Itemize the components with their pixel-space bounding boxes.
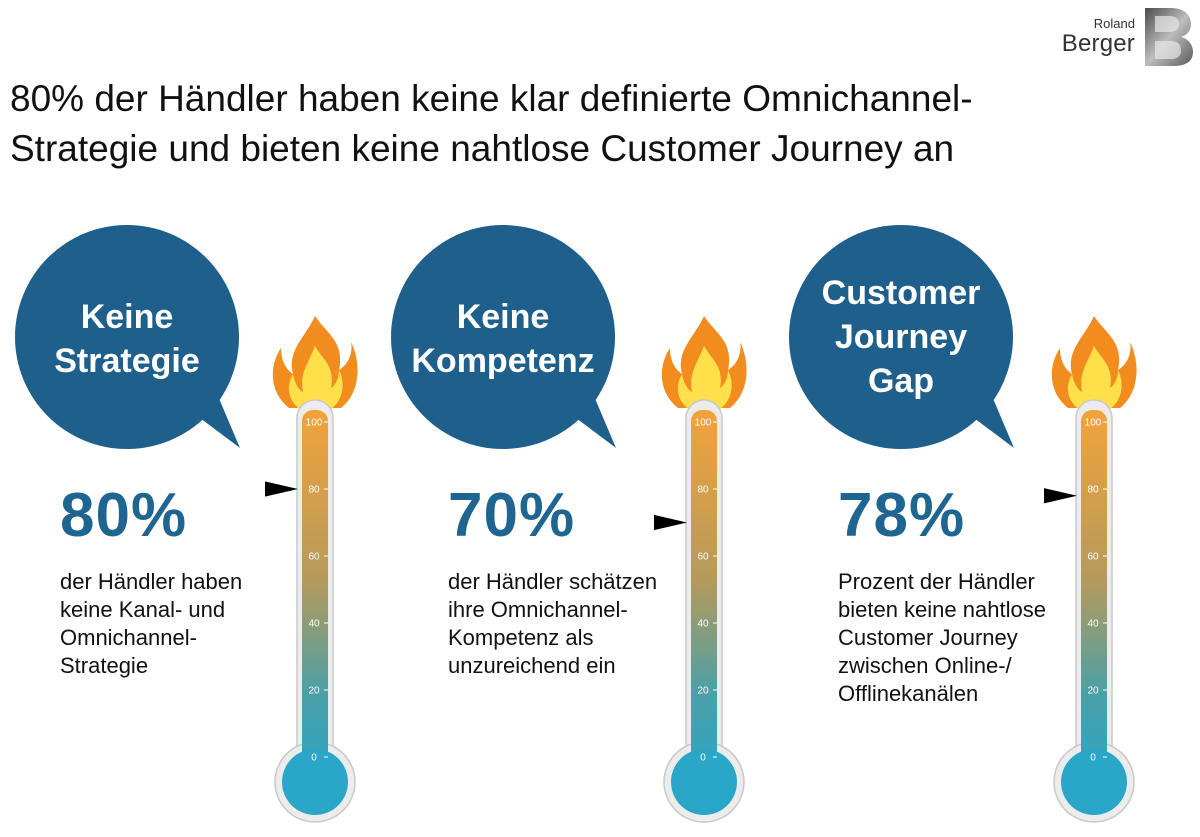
thermometer-bulb (671, 749, 737, 815)
flame-icon (1051, 316, 1137, 410)
bubble-label-line: Keine (456, 298, 550, 336)
tick-label: 20 (1087, 686, 1099, 697)
tick-label: 0 (311, 753, 317, 764)
description-line: der Händler haben (60, 569, 243, 594)
tick-label: 80 (697, 485, 709, 496)
description-line: Prozent der Händler (838, 569, 1035, 594)
logo-b-mark-icon (1145, 8, 1193, 66)
tick-label: 100 (306, 418, 323, 429)
tick-label: 20 (697, 686, 709, 697)
percent-value: 80% (60, 481, 188, 550)
description-line: bieten keine nahtlose (838, 597, 1046, 622)
description-line: Customer Journey (838, 625, 1018, 650)
thermometer-fill (302, 410, 328, 790)
flame-icon (272, 316, 358, 410)
bubble-label-line: Strategie (54, 342, 200, 380)
speech-bubble-shape (789, 225, 1014, 449)
description-line: zwischen Online-/ (838, 653, 1012, 678)
tick-label: 40 (697, 619, 709, 630)
tick-label: 60 (1087, 552, 1099, 563)
marker-arrow-icon (265, 481, 298, 497)
tick-label: 60 (308, 552, 320, 563)
bubble-label-line: Customer (821, 274, 981, 312)
speech-bubble-keine-strategie: Keine Strategie (12, 222, 242, 452)
bubble-label: Keine Kompetenz (388, 295, 618, 383)
description-line: ihre Omnichannel- (448, 597, 628, 622)
thermometer-bulb (282, 749, 348, 815)
tick-label: 100 (695, 418, 712, 429)
description-line: keine Kanal- und (60, 597, 226, 622)
flame-icon (661, 316, 747, 410)
marker-arrow-icon (654, 514, 687, 531)
thermometer-gauge-2: 0 20 40 60 80 100 (654, 316, 747, 823)
bubble-label-line: Keine (80, 298, 174, 336)
tick-label: 0 (700, 753, 706, 764)
tick-label: 20 (308, 686, 320, 697)
speech-bubble-keine-kompetenz: Keine Kompetenz (388, 222, 618, 452)
tick-label: 60 (697, 552, 709, 563)
description-line: Kompetenz als (448, 625, 594, 650)
thermometer-bulb (1061, 749, 1127, 815)
tick-label: 80 (1087, 485, 1099, 496)
description-line: Offlinekanälen (838, 681, 979, 706)
roland-berger-logo: Roland Berger (1062, 6, 1197, 68)
bubble-label-line: Journey (834, 318, 968, 356)
logo-roland-text: Roland (1093, 16, 1135, 31)
tick-label: 80 (308, 485, 320, 496)
tick-label: 40 (308, 619, 320, 630)
panel-description: Prozent der Händler bieten keine nahtlos… (838, 568, 1046, 708)
speech-bubble-customer-journey-gap: Customer Journey Gap (786, 222, 1016, 452)
speech-bubble-shape (391, 225, 616, 449)
description-line: Strategie (60, 653, 149, 678)
description-line: der Händler schätzen (448, 569, 658, 594)
thermometer-fill (1081, 410, 1107, 790)
description-line: unzureichend ein (448, 653, 616, 678)
percent-value: 70% (448, 481, 576, 550)
thermometer-fill (691, 410, 717, 790)
tick-label: 100 (1085, 418, 1102, 429)
thermometer-gauge-3: 0 20 40 60 80 100 (1044, 316, 1137, 823)
panel-description: der Händler schätzen ihre Omnichannel- K… (448, 568, 657, 680)
bubble-label-line: Kompetenz (411, 342, 595, 380)
percent-value: 78% (838, 481, 966, 550)
bubble-label: Keine Strategie (12, 295, 242, 383)
page-title: 80% der Händler haben keine klar definie… (10, 74, 1070, 174)
page-title-line-1: 80% der Händler haben keine klar definie… (10, 78, 973, 119)
tick-label: 0 (1090, 753, 1096, 764)
speech-bubble-shape (15, 225, 240, 449)
logo-berger-text: Berger (1061, 30, 1135, 57)
description-line: Omnichannel- (60, 625, 197, 650)
panel-description: der Händler haben keine Kanal- und Omnic… (60, 568, 242, 680)
marker-arrow-icon (1044, 488, 1077, 504)
tick-label: 40 (1087, 619, 1099, 630)
page-title-line-2: Strategie und bieten keine nahtlose Cust… (10, 128, 955, 169)
bubble-label-line: Gap (867, 362, 935, 400)
thermometer-gauge-1: 0 20 40 60 80 100 (265, 316, 358, 823)
bubble-label: Customer Journey Gap (786, 271, 1016, 403)
